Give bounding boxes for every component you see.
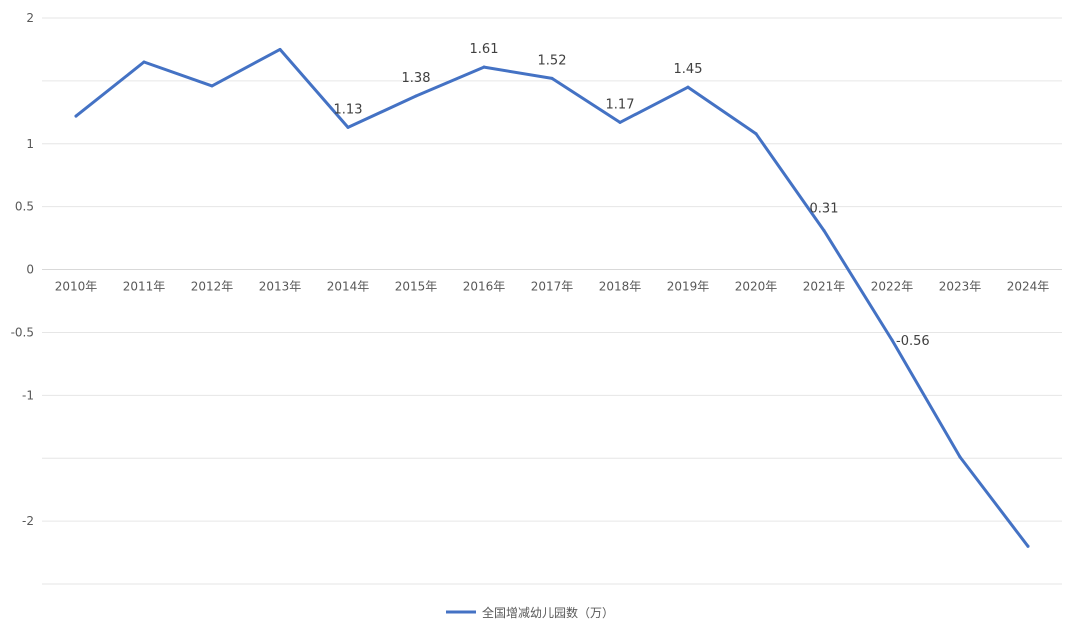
- y-tick-label: 0: [26, 263, 34, 277]
- x-category-label: 2014年: [327, 280, 370, 294]
- data-point: [822, 229, 826, 233]
- data-label: 0.31: [810, 202, 839, 217]
- x-category-label: 2011年: [123, 280, 166, 294]
- data-point: [754, 132, 758, 136]
- x-category-label: 2013年: [259, 280, 302, 294]
- data-point: [278, 47, 282, 51]
- x-category-label: 2024年: [1007, 280, 1050, 294]
- data-label: 1.38: [402, 71, 431, 86]
- y-tick-label: 0.5: [15, 200, 34, 214]
- data-point: [890, 338, 894, 342]
- series-layer: [74, 47, 1030, 548]
- y-tick-label: 1: [26, 137, 34, 151]
- y-tick-label: -2: [22, 514, 34, 528]
- series-line: [74, 47, 1030, 548]
- x-category-label: 2023年: [939, 280, 982, 294]
- data-point: [346, 125, 350, 129]
- data-label: 1.17: [606, 97, 635, 112]
- data-label: 1.61: [470, 42, 499, 57]
- x-category-label: 2018年: [599, 280, 642, 294]
- x-category-label: 2010年: [55, 280, 98, 294]
- x-category-label: 2016年: [463, 280, 506, 294]
- data-label: 1.45: [674, 62, 703, 77]
- x-category-label: 2021年: [803, 280, 846, 294]
- data-point: [618, 120, 622, 124]
- data-point: [210, 84, 214, 88]
- data-point: [414, 94, 418, 98]
- data-point: [482, 65, 486, 69]
- y-tick-label: -0.5: [11, 325, 34, 339]
- data-point: [74, 114, 78, 118]
- x-category-label: 2020年: [735, 280, 778, 294]
- x-category-label: 2012年: [191, 280, 234, 294]
- x-category-label: 2022年: [871, 280, 914, 294]
- legend-label: 全国增减幼儿园数（万）: [482, 605, 614, 620]
- x-category-label: 2019年: [667, 280, 710, 294]
- x-category-label: 2017年: [531, 280, 574, 294]
- y-tick-label: -1: [22, 388, 34, 402]
- data-point: [958, 455, 962, 459]
- data-labels: 1.13 1.38 1.61 1.52 1.17 1.45 0.31 -0.56: [334, 42, 930, 349]
- data-label: 1.52: [538, 53, 567, 68]
- gridlines: [42, 17, 1062, 585]
- data-point: [686, 85, 690, 89]
- legend: 全国增减幼儿园数（万）: [446, 605, 614, 620]
- data-point: [142, 60, 146, 64]
- y-tick-label: 2: [26, 11, 34, 25]
- x-axis-categories: 2010年 2011年 2012年 2013年 2014年 2015年 2016年 2017年…: [55, 280, 1050, 294]
- y-axis-ticks: 2 1 0.5 0 -0.5 -1 -2: [11, 11, 34, 528]
- data-point: [550, 76, 554, 80]
- data-label: 1.13: [334, 102, 363, 117]
- x-category-label: 2015年: [395, 280, 438, 294]
- data-point: [1026, 544, 1030, 548]
- data-label: -0.56: [896, 334, 930, 349]
